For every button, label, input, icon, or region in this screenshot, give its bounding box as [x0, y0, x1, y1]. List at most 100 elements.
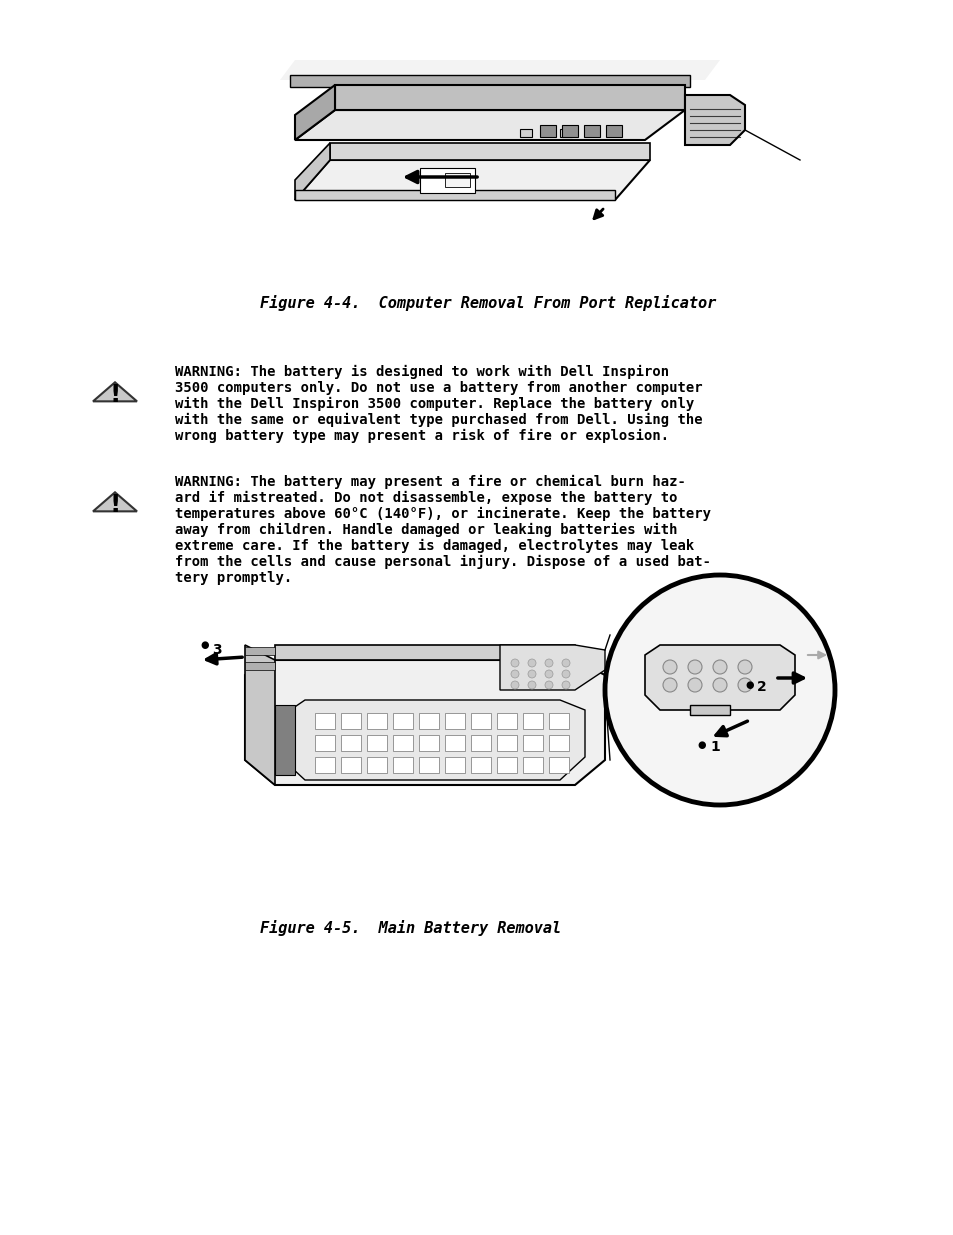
- Polygon shape: [418, 713, 438, 729]
- Circle shape: [544, 671, 553, 678]
- Polygon shape: [294, 161, 649, 200]
- Polygon shape: [444, 757, 464, 773]
- Polygon shape: [689, 705, 729, 715]
- Text: !: !: [110, 383, 121, 406]
- Polygon shape: [92, 383, 137, 401]
- Text: ●: ●: [745, 680, 754, 690]
- Polygon shape: [280, 700, 584, 781]
- Bar: [539, 125, 556, 137]
- Bar: [245, 647, 274, 655]
- Text: 3500 computers only. Do not use a battery from another computer: 3500 computers only. Do not use a batter…: [174, 382, 702, 395]
- Circle shape: [712, 678, 726, 692]
- Polygon shape: [340, 713, 360, 729]
- Polygon shape: [314, 757, 335, 773]
- Bar: [561, 125, 578, 137]
- Polygon shape: [274, 705, 294, 776]
- Circle shape: [544, 659, 553, 667]
- Bar: [519, 128, 532, 137]
- Circle shape: [561, 671, 569, 678]
- Circle shape: [712, 659, 726, 674]
- Text: WARNING: The battery is designed to work with Dell Inspiron: WARNING: The battery is designed to work…: [174, 366, 668, 379]
- Polygon shape: [644, 645, 794, 710]
- Polygon shape: [497, 757, 517, 773]
- Text: !: !: [110, 493, 121, 516]
- Polygon shape: [522, 713, 542, 729]
- Polygon shape: [393, 735, 413, 751]
- Polygon shape: [497, 735, 517, 751]
- Text: WARNING: The battery may present a fire or chemical burn haz-: WARNING: The battery may present a fire …: [174, 475, 685, 489]
- Circle shape: [687, 659, 701, 674]
- Circle shape: [511, 659, 518, 667]
- Polygon shape: [684, 95, 744, 144]
- Polygon shape: [471, 713, 491, 729]
- Polygon shape: [418, 735, 438, 751]
- Polygon shape: [245, 645, 274, 785]
- Text: tery promptly.: tery promptly.: [174, 571, 292, 585]
- Polygon shape: [340, 735, 360, 751]
- Polygon shape: [497, 713, 517, 729]
- Circle shape: [687, 678, 701, 692]
- Circle shape: [561, 680, 569, 689]
- Circle shape: [527, 671, 536, 678]
- Polygon shape: [471, 757, 491, 773]
- Polygon shape: [294, 110, 684, 140]
- Polygon shape: [245, 659, 604, 785]
- Polygon shape: [367, 757, 387, 773]
- Polygon shape: [548, 735, 568, 751]
- Text: away from children. Handle damaged or leaking batteries with: away from children. Handle damaged or le…: [174, 522, 677, 537]
- Text: ard if mistreated. Do not disassemble, expose the battery to: ard if mistreated. Do not disassemble, e…: [174, 492, 677, 505]
- Bar: [419, 168, 475, 193]
- Polygon shape: [340, 757, 360, 773]
- Circle shape: [527, 659, 536, 667]
- Text: with the Dell Inspiron 3500 computer. Replace the battery only: with the Dell Inspiron 3500 computer. Re…: [174, 396, 694, 411]
- Polygon shape: [92, 493, 137, 511]
- Text: ●: ●: [200, 640, 209, 650]
- Text: with the same or equivalent type purchased from Dell. Using the: with the same or equivalent type purchas…: [174, 412, 702, 427]
- Text: Figure 4-5.  Main Battery Removal: Figure 4-5. Main Battery Removal: [260, 920, 560, 936]
- Circle shape: [662, 678, 677, 692]
- Polygon shape: [367, 713, 387, 729]
- Polygon shape: [548, 713, 568, 729]
- Polygon shape: [314, 735, 335, 751]
- Bar: [583, 125, 599, 137]
- Polygon shape: [367, 735, 387, 751]
- Polygon shape: [522, 735, 542, 751]
- Polygon shape: [548, 757, 568, 773]
- Bar: [559, 128, 572, 137]
- Text: ●: ●: [697, 740, 705, 750]
- Polygon shape: [294, 190, 615, 200]
- Text: temperatures above 60°C (140°F), or incinerate. Keep the battery: temperatures above 60°C (140°F), or inci…: [174, 508, 710, 521]
- Polygon shape: [290, 75, 689, 86]
- Polygon shape: [444, 713, 464, 729]
- Text: 2: 2: [757, 680, 766, 694]
- Circle shape: [544, 680, 553, 689]
- Polygon shape: [314, 713, 335, 729]
- Circle shape: [527, 680, 536, 689]
- Text: Figure 4-4.  Computer Removal From Port Replicator: Figure 4-4. Computer Removal From Port R…: [260, 295, 716, 311]
- Polygon shape: [294, 143, 330, 200]
- Polygon shape: [294, 85, 335, 140]
- Polygon shape: [499, 645, 604, 690]
- Circle shape: [511, 680, 518, 689]
- Circle shape: [662, 659, 677, 674]
- Text: extreme care. If the battery is damaged, electrolytes may leak: extreme care. If the battery is damaged,…: [174, 538, 694, 553]
- Bar: [444, 173, 470, 186]
- Polygon shape: [393, 757, 413, 773]
- Text: 1: 1: [709, 740, 719, 755]
- Polygon shape: [393, 713, 413, 729]
- Circle shape: [604, 576, 834, 805]
- Circle shape: [561, 659, 569, 667]
- Bar: [605, 125, 621, 137]
- Circle shape: [511, 671, 518, 678]
- Bar: [245, 662, 274, 671]
- Circle shape: [738, 659, 751, 674]
- Polygon shape: [418, 757, 438, 773]
- Polygon shape: [330, 143, 649, 161]
- Text: wrong battery type may present a risk of fire or explosion.: wrong battery type may present a risk of…: [174, 429, 668, 443]
- Polygon shape: [274, 645, 575, 659]
- Polygon shape: [335, 85, 684, 110]
- Polygon shape: [522, 757, 542, 773]
- Polygon shape: [280, 61, 720, 80]
- Polygon shape: [444, 735, 464, 751]
- Text: 3: 3: [212, 643, 221, 657]
